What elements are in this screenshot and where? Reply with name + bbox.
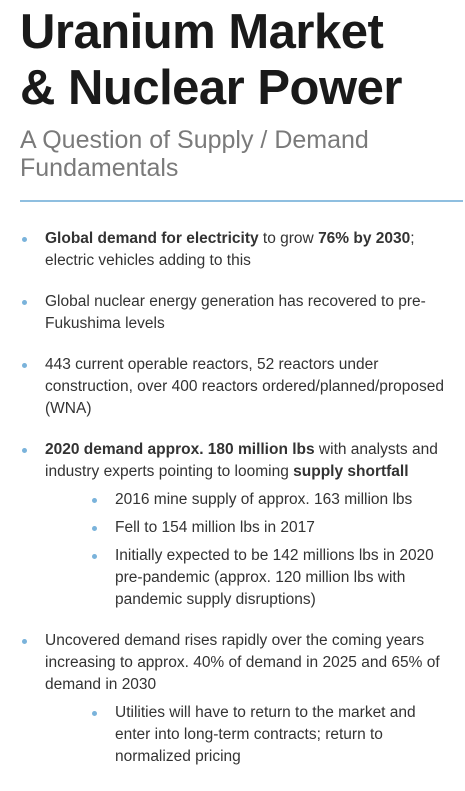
text-segment: Global nuclear energy generation has rec… <box>45 293 426 332</box>
title: Uranium Market & Nuclear Power <box>20 4 402 116</box>
text-segment: 2020 demand approx. 180 million lbs <box>45 441 315 458</box>
bullet-marker <box>92 711 97 716</box>
bullet-marker <box>92 554 97 559</box>
bullet-marker <box>22 639 27 644</box>
bullet-text: Global nuclear energy generation has rec… <box>45 291 450 335</box>
sub-bullet: Fell to 154 million lbs in 2017 <box>45 517 450 539</box>
text-segment: 443 current operable reactors, 52 reacto… <box>45 356 444 417</box>
text-segment: 76% by 2030 <box>318 230 411 247</box>
bullet-marker <box>22 237 27 242</box>
bullet-text: Global demand for electricity to grow 76… <box>45 228 450 272</box>
text-segment: to grow <box>258 230 319 247</box>
bullet-marker <box>92 526 97 531</box>
bullet-item: 2020 demand approx. 180 million lbs with… <box>20 439 450 611</box>
subtitle: A Question of Supply / Demand Fundamenta… <box>20 126 369 182</box>
text-segment: with analysts and industry experts point… <box>45 441 438 480</box>
text-segment: Global demand for electricity <box>45 230 259 247</box>
sub-bullet: Utilities will have to return to the mar… <box>45 702 450 768</box>
title-line: & Nuclear Power <box>20 61 402 115</box>
bullet-item: 443 current operable reactors, 52 reacto… <box>20 354 450 420</box>
bullet-marker <box>22 363 27 368</box>
bullet-item: Global nuclear energy generation has rec… <box>20 291 450 335</box>
divider <box>20 200 463 202</box>
text-segment: supply shortfall <box>293 463 409 480</box>
text-segment: Uncovered demand rises rapidly over the … <box>45 632 440 693</box>
bullet-item: Uncovered demand rises rapidly over the … <box>20 630 450 768</box>
sub-bullet-text: 2016 mine supply of approx. 163 million … <box>115 491 413 508</box>
bullet-marker <box>22 300 27 305</box>
bullet-item: Global demand for electricity to grow 76… <box>20 228 450 272</box>
sub-bullet: Initially expected to be 142 millions lb… <box>45 545 450 611</box>
bullet-marker <box>22 448 27 453</box>
sub-bullet: 2016 mine supply of approx. 163 million … <box>45 489 450 511</box>
bullet-list: Global demand for electricity to grow 76… <box>20 228 450 787</box>
text-segment: ; electric vehicles adding to this <box>45 230 415 269</box>
sub-bullet-text: Fell to 154 million lbs in 2017 <box>115 519 315 536</box>
bullet-text: Uncovered demand rises rapidly over the … <box>45 630 450 696</box>
bullet-text: 443 current operable reactors, 52 reacto… <box>45 354 450 420</box>
sub-bullet-text: Initially expected to be 142 millions lb… <box>115 547 434 608</box>
bullet-text: 2020 demand approx. 180 million lbs with… <box>45 439 450 483</box>
title-line: Uranium Market <box>20 5 384 59</box>
bullet-marker <box>92 498 97 503</box>
sub-bullet-text: Utilities will have to return to the mar… <box>115 704 416 765</box>
